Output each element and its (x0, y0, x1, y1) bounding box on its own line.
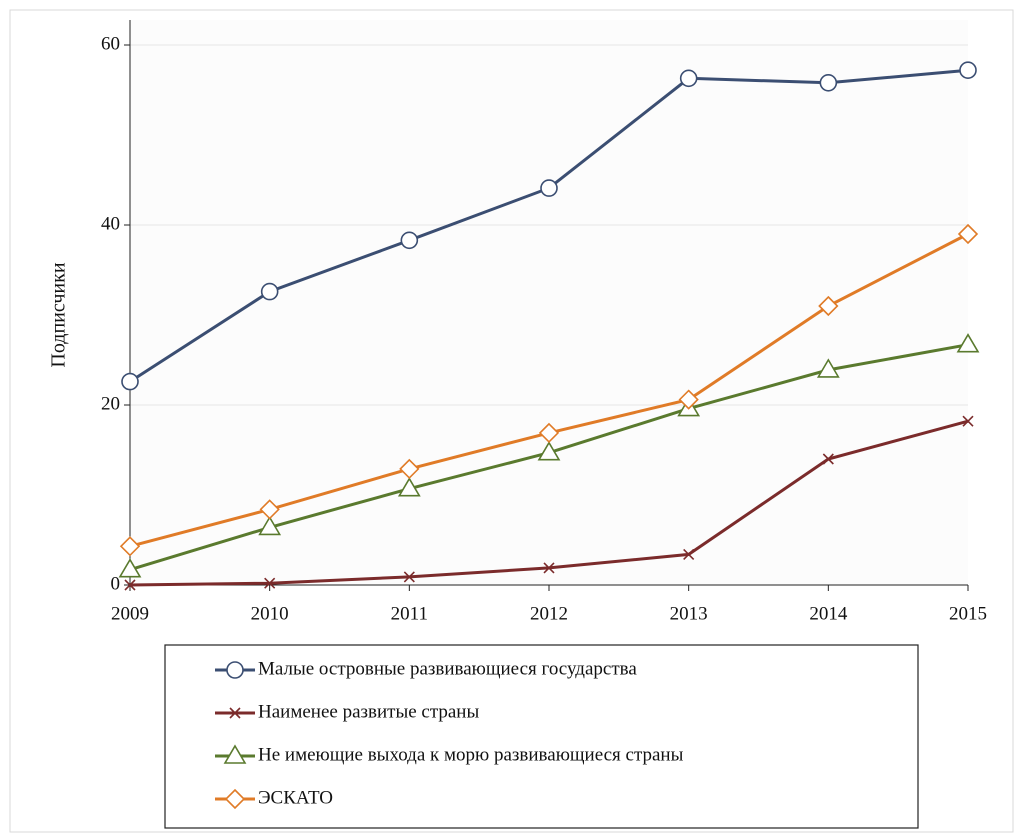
marker (260, 282, 279, 301)
marker (264, 577, 276, 589)
x-tick-label: 2009 (111, 603, 149, 624)
x-tick-label: 2014 (809, 603, 848, 624)
marker (403, 571, 415, 583)
marker (683, 548, 695, 560)
legend-label: Наименее развитые страны (258, 701, 479, 722)
y-tick-label: 20 (101, 393, 120, 414)
marker (118, 558, 142, 578)
x-tick-label: 2012 (530, 603, 568, 624)
legend (164, 644, 919, 829)
marker (538, 422, 560, 444)
marker (537, 441, 561, 461)
marker (962, 415, 974, 427)
marker (678, 389, 699, 410)
marker (818, 295, 839, 317)
marker (400, 231, 419, 250)
marker (124, 579, 136, 591)
marker (224, 788, 246, 810)
x-tick-label: 2013 (670, 603, 708, 624)
legend-label: ЭСКАТО (258, 787, 333, 808)
marker (258, 515, 282, 536)
marker (679, 69, 698, 88)
marker (121, 372, 139, 391)
marker (119, 536, 141, 557)
y-tick-label: 60 (101, 33, 120, 54)
marker (959, 61, 977, 79)
marker (223, 744, 247, 764)
x-tick-label: 2011 (391, 603, 428, 624)
marker (816, 358, 840, 378)
marker (226, 661, 244, 679)
marker (957, 223, 979, 245)
x-tick-label: 2010 (251, 603, 289, 624)
marker (956, 333, 980, 353)
y-tick-label: 0 (111, 573, 121, 594)
y-axis-label: Подписчики (48, 262, 70, 367)
legend-label: Не имеющие выхода к морю развивающиеся с… (258, 744, 684, 765)
y-tick-label: 40 (101, 213, 120, 234)
marker (397, 477, 421, 497)
marker (819, 74, 838, 92)
marker (543, 562, 555, 574)
marker (540, 179, 558, 197)
x-tick-label: 2015 (949, 603, 987, 624)
marker (822, 453, 834, 465)
marker (399, 458, 420, 480)
marker (229, 707, 241, 719)
marker (259, 499, 280, 520)
legend-label: Малые островные развивающиеся государств… (258, 658, 637, 679)
plot-area (130, 20, 968, 585)
